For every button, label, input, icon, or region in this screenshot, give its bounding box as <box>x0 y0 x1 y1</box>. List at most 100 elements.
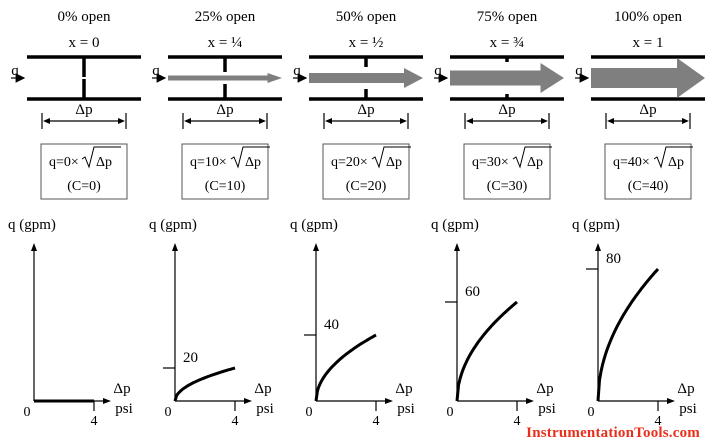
y-axis-arrowhead <box>313 243 319 251</box>
x-axis-label-psi: psi <box>679 401 697 417</box>
c-value-label: (C=0) <box>67 179 101 194</box>
x-tick-label: 4 <box>655 414 662 429</box>
equation-text: q=0× <box>49 155 79 170</box>
panel-x-label: x = 1 <box>633 35 664 51</box>
flow-symbol: q <box>152 63 160 79</box>
y-axis-label: q (gpm) <box>431 217 479 233</box>
panel-x-label: x = ¾ <box>490 35 525 51</box>
c-value-label: (C=40) <box>628 179 669 194</box>
x-tick-label: 4 <box>232 414 239 429</box>
flow-symbol: q <box>293 63 301 79</box>
x-axis-label-dp: Δp <box>113 381 130 397</box>
panel-1: 25% open x = ¼ q Δp q=10× Δp (C=10) q (gpm) Δp ps… <box>149 9 282 429</box>
sqrt-argument: Δp <box>386 155 402 170</box>
c-value-label: (C=20) <box>346 179 387 194</box>
origin-label: 0 <box>24 405 31 420</box>
equation-box <box>181 143 269 200</box>
origin-label: 0 <box>165 405 172 420</box>
equation-box <box>322 143 410 200</box>
flow-curve <box>314 333 377 402</box>
x-axis-label-dp: Δp <box>677 381 694 397</box>
panel-x-label: x = 0 <box>69 35 100 51</box>
y-axis-arrowhead <box>595 243 601 251</box>
y-axis-label: q (gpm) <box>290 217 338 233</box>
dp-label: Δp <box>498 102 515 118</box>
equation-text: q=40× <box>613 155 650 170</box>
dp-arrowhead-right <box>259 118 266 124</box>
flow-arrow <box>168 73 282 83</box>
dp-arrowhead-right <box>682 118 689 124</box>
y-axis-label: q (gpm) <box>572 217 620 233</box>
x-axis-arrowhead <box>667 398 675 404</box>
dp-arrowhead-left <box>43 118 50 124</box>
y-tick-label: 60 <box>465 284 480 300</box>
panel-3: 75% open x = ¾ q Δp q=30× Δp (C=30) q (gpm) Δp ps… <box>431 9 564 429</box>
flow-arrow <box>450 63 564 93</box>
equation-text: q=30× <box>472 155 509 170</box>
x-axis-label-psi: psi <box>115 401 133 417</box>
x-axis-arrowhead <box>526 398 534 404</box>
sqrt-symbol <box>653 146 693 169</box>
y-tick-label: 80 <box>606 251 621 267</box>
panel-title: 50% open <box>336 9 397 25</box>
x-tick-label: 4 <box>373 414 380 429</box>
x-axis-arrowhead <box>244 398 252 404</box>
origin-label: 0 <box>588 405 595 420</box>
sqrt-symbol <box>81 146 121 169</box>
flow-arrow <box>591 58 705 98</box>
sqrt-argument: Δp <box>96 155 112 170</box>
y-axis-arrowhead <box>454 243 460 251</box>
panel-title: 0% open <box>58 9 111 25</box>
dp-arrowhead-left <box>466 118 473 124</box>
flow-curve <box>455 300 518 402</box>
sqrt-symbol <box>512 146 552 169</box>
y-axis-arrowhead <box>31 243 37 251</box>
flow-symbol: q <box>575 63 583 79</box>
dp-arrowhead-right <box>118 118 125 124</box>
flow-symbol: q <box>11 63 19 79</box>
panel-x-label: x = ½ <box>349 35 384 51</box>
x-axis-arrowhead <box>385 398 393 404</box>
flow-curve <box>173 366 236 402</box>
panel-0: 0% open x = 0 q Δp q=0× Δp (C=0) q (gpm) Δp psi 0 4 <box>8 9 141 429</box>
y-axis-arrowhead <box>172 243 178 251</box>
equation-box <box>604 143 692 200</box>
flow-curve <box>596 268 660 402</box>
x-axis-label-psi: psi <box>538 401 556 417</box>
flow-symbol: q <box>434 63 442 79</box>
c-value-label: (C=30) <box>487 179 528 194</box>
watermark: InstrumentationTools.com <box>526 425 700 441</box>
y-tick-label: 40 <box>324 317 339 333</box>
x-axis-arrowhead <box>103 398 111 404</box>
dp-label: Δp <box>216 102 233 118</box>
panel-4: 100% open x = 1 q Δp q=40× Δp (C=40) q (gpm) Δp p… <box>572 9 705 429</box>
panel-title: 100% open <box>614 9 682 25</box>
sqrt-symbol <box>230 146 270 169</box>
panel-x-label: x = ¼ <box>208 35 243 51</box>
equation-text: q=20× <box>331 155 368 170</box>
panel-2: 50% open x = ½ q Δp q=20× Δp (C=20) q (gpm) Δp ps… <box>290 9 423 429</box>
equation-text: q=10× <box>190 155 227 170</box>
origin-label: 0 <box>306 405 313 420</box>
sqrt-argument: Δp <box>245 155 261 170</box>
x-axis-label-dp: Δp <box>254 381 271 397</box>
dp-arrowhead-right <box>400 118 407 124</box>
x-tick-label: 4 <box>91 414 98 429</box>
y-axis-label: q (gpm) <box>8 217 56 233</box>
sqrt-argument: Δp <box>527 155 543 170</box>
x-axis-label-psi: psi <box>397 401 415 417</box>
dp-arrowhead-right <box>541 118 548 124</box>
y-tick-label: 20 <box>183 350 198 366</box>
dp-arrowhead-left <box>184 118 191 124</box>
equation-box <box>463 143 551 200</box>
y-axis-label: q (gpm) <box>149 217 197 233</box>
x-tick-label: 4 <box>514 414 521 429</box>
origin-label: 0 <box>447 405 454 420</box>
flow-arrow <box>309 68 423 88</box>
dp-arrowhead-left <box>607 118 614 124</box>
dp-arrowhead-left <box>325 118 332 124</box>
panel-title: 25% open <box>195 9 256 25</box>
sqrt-symbol <box>371 146 411 169</box>
x-axis-label-dp: Δp <box>395 381 412 397</box>
